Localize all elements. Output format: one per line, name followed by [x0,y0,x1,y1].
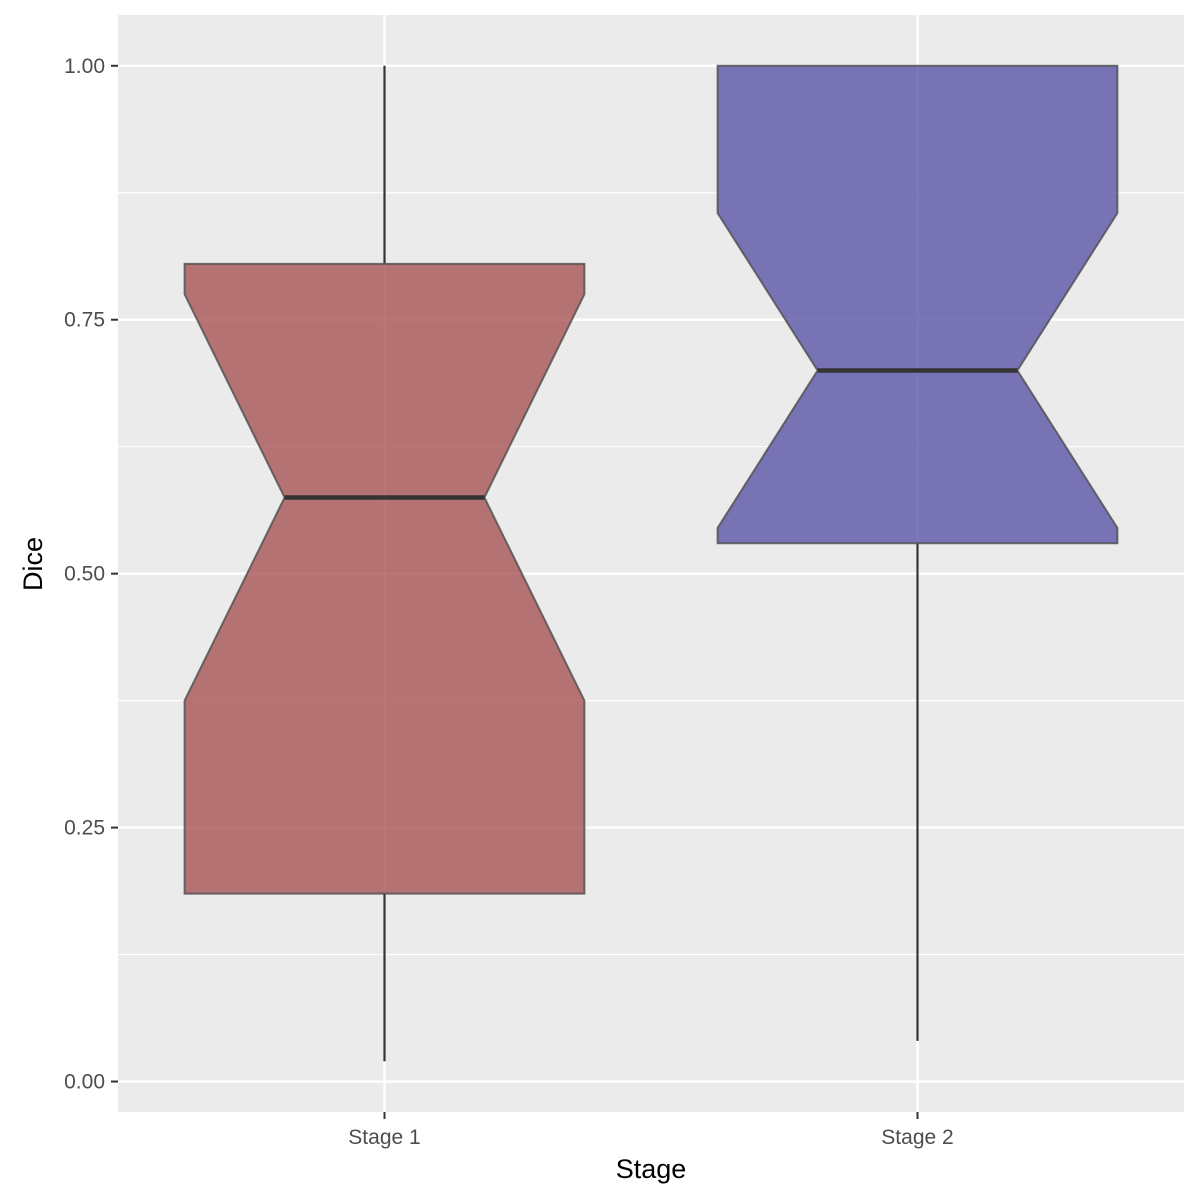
y-tick-label: 0.50 [64,563,105,586]
x-tick-label: Stage 1 [348,1126,420,1149]
notched-box [183,262,586,895]
notched-box [716,64,1119,545]
y-tick-label: 0.25 [64,817,105,840]
y-tick-label: 0.00 [64,1071,105,1094]
y-tick-label: 1.00 [64,55,105,78]
box-1 [183,65,586,1062]
boxes [183,64,1119,1062]
y-tick-label: 0.75 [64,309,105,332]
x-axis-title: Stage [616,1154,687,1184]
box-2 [716,64,1119,1041]
y-axis-title: Dice [18,537,48,591]
x-tick-label: Stage 2 [881,1126,953,1149]
axes: 0.00 0.25 0.50 0.75 1.00 Stage 1 Stage 2 [64,55,954,1149]
